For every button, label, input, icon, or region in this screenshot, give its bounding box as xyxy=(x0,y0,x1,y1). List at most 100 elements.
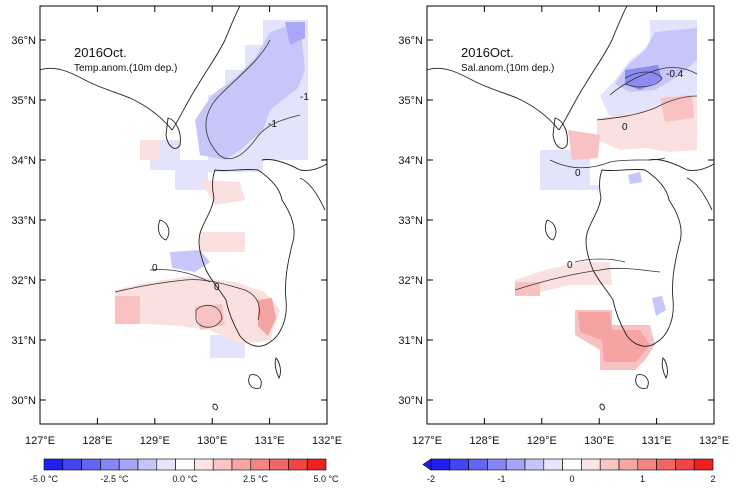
sal-colorbar-swatch xyxy=(430,458,451,471)
temp-colorbar-swatch xyxy=(269,458,289,471)
sal-fresh-region-south xyxy=(652,296,666,316)
sal-lat-label: 31°N xyxy=(398,335,423,347)
sal-saline-region-nw xyxy=(568,130,600,160)
temp-contours xyxy=(114,39,301,328)
temp-colorbar-label: 0.0 °C xyxy=(172,474,198,484)
temp-contour-label-1: -1 xyxy=(268,119,277,130)
sal-anomaly-field: -0.4 0 0 0 xyxy=(427,6,714,411)
temp-lon-label: 128°E xyxy=(82,435,112,447)
small-island xyxy=(599,403,605,411)
temp-colorbar-swatch xyxy=(62,458,82,471)
honshu-coastline xyxy=(648,159,714,171)
temp-cold-region-strong xyxy=(285,22,305,45)
sal-map-panel: -0.4 0 0 0 2016Oct. Sal.anom.(10m dep.) … xyxy=(398,5,729,484)
sal-map-title: 2016Oct. xyxy=(461,45,514,60)
temp-colorbar-swatch xyxy=(137,458,158,471)
sal-colorbar-swatch xyxy=(524,458,545,471)
kyushu-coastline xyxy=(198,168,295,347)
temp-warm-region-bay xyxy=(258,298,276,336)
korea-coastline xyxy=(427,67,560,131)
temp-coastlines xyxy=(40,6,327,411)
sal-saline-region-sw xyxy=(515,282,540,296)
sal-contour-label-1: -0.4 xyxy=(666,69,684,80)
tanegashima xyxy=(661,357,668,380)
sal-contour-label-4: 0 xyxy=(567,260,573,271)
sal-colorbar-label: -2 xyxy=(427,474,435,484)
goto-islands xyxy=(544,219,557,241)
temp-colorbar-swatch xyxy=(288,458,308,471)
temp-lat-label: 33°N xyxy=(11,215,36,227)
korea-coastline xyxy=(40,67,173,131)
sal-colorbar-swatch xyxy=(581,458,601,471)
temp-contour-label-2: -1 xyxy=(300,92,309,103)
temp-colorbar-label: 2.5 °C xyxy=(243,474,269,484)
temp-colorbar-swatch xyxy=(231,458,252,471)
sal-colorbar-swatch xyxy=(468,458,488,471)
temp-colorbar-swatch xyxy=(212,458,233,471)
temp-colorbar-swatch xyxy=(194,458,214,471)
temp-map-subtitle: Temp.anom.(10m dep.) xyxy=(74,63,177,74)
sal-saline-region-south-strong xyxy=(578,312,650,362)
tanegashima xyxy=(274,357,281,380)
temp-warm-region-mid xyxy=(115,296,140,324)
temp-lat-label: 35°N xyxy=(11,95,36,107)
temp-colorbar-label: -5.0 °C xyxy=(30,474,59,484)
temp-map-title: 2016Oct. xyxy=(74,45,127,60)
sal-colorbar-swatch xyxy=(487,458,507,471)
temp-lat-label: 32°N xyxy=(11,275,36,287)
sal-colorbar-swatch xyxy=(505,458,526,471)
temp-warm-region-spot xyxy=(195,304,225,330)
temp-lon-label: 132°E xyxy=(312,435,342,447)
temp-warm-region-strait xyxy=(200,180,245,205)
sal-fresh-region-spot xyxy=(628,172,642,184)
sal-lon-label: 130°E xyxy=(584,435,614,447)
temp-colorbar-swatch xyxy=(100,458,120,471)
sal-lon-label: 129°E xyxy=(527,435,557,447)
sal-contour-label-3: 0 xyxy=(575,168,581,179)
sal-colorbar-label: 2 xyxy=(710,474,715,484)
temp-colorbar-swatch xyxy=(306,458,327,471)
goto-islands xyxy=(157,219,170,241)
shikoku-coastline xyxy=(299,177,326,211)
sal-colorbar: -2 -1 0 1 2 xyxy=(422,458,716,484)
temp-map-frame xyxy=(39,5,328,425)
sal-lat-label: 34°N xyxy=(398,155,423,167)
sal-map-axes: 36°N 35°N 34°N 33°N 32°N 31°N 30°N 127°E 128°E 12… xyxy=(398,6,729,447)
sal-lat-label: 32°N xyxy=(398,275,423,287)
sal-lat-label: 36°N xyxy=(398,35,423,47)
temp-colorbar-swatch xyxy=(81,458,101,471)
tsushima-coastline xyxy=(552,117,568,149)
sal-colorbar-swatch xyxy=(637,458,657,471)
temp-lat-label: 31°N xyxy=(11,335,36,347)
sal-colorbar-swatch xyxy=(543,458,563,471)
sal-colorbar-swatch xyxy=(599,458,620,471)
temp-cold-region-mid xyxy=(195,22,305,160)
temp-lon-label: 130°E xyxy=(197,435,227,447)
sal-colorbar-label: 1 xyxy=(640,474,645,484)
sal-colorbar-swatch xyxy=(693,458,714,471)
sal-lat-label: 33°N xyxy=(398,215,423,227)
temp-colorbar-label: -2.5 °C xyxy=(100,474,129,484)
temp-contour-label-3: 0 xyxy=(152,263,158,274)
sal-colorbar-label: 0 xyxy=(569,474,574,484)
kyushu-coastline xyxy=(585,168,682,347)
sal-lon-label: 128°E xyxy=(469,435,499,447)
small-island xyxy=(212,403,218,411)
sal-colorbar-swatch xyxy=(675,458,695,471)
sal-map-frame xyxy=(426,5,715,425)
sal-colorbar-arrow xyxy=(422,458,432,471)
temp-colorbar: -5.0 °C -2.5 °C 0.0 °C 2.5 °C 5.0 °C xyxy=(30,458,339,484)
sal-lon-label: 127°E xyxy=(412,435,442,447)
sal-lat-label: 35°N xyxy=(398,95,423,107)
sal-coastlines xyxy=(427,6,714,411)
shikoku-coastline xyxy=(686,177,713,211)
temp-map-panel: -1 -1 0 0 2016Oct. Temp.anom.(10m dep.) … xyxy=(11,5,342,484)
sal-lon-label: 131°E xyxy=(642,435,672,447)
yakushima xyxy=(248,374,262,389)
temp-warm-region-nw xyxy=(140,140,160,160)
temp-colorbar-label: 5.0 °C xyxy=(313,474,339,484)
sal-colorbar-swatch xyxy=(618,458,639,471)
temp-lat-label: 34°N xyxy=(11,155,36,167)
sal-map-subtitle: Sal.anom.(10m dep.) xyxy=(461,63,554,74)
